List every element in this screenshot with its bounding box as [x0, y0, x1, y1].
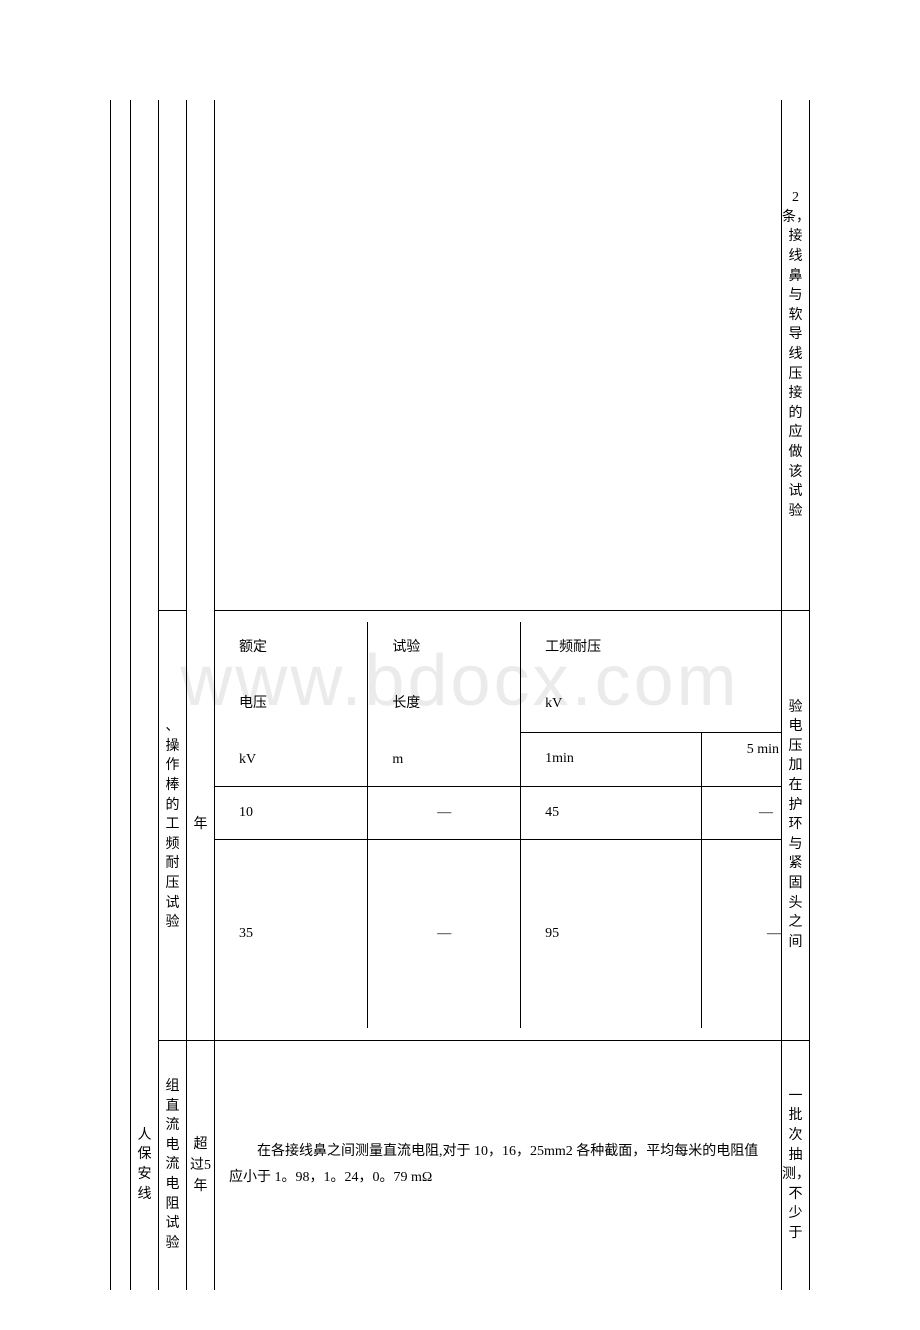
text-line: 试验 [392, 640, 420, 655]
cell-name [131, 100, 159, 610]
document-page: 2 条，接线鼻与软导线压接的应做该试验 、操作棒的工频耐压试验 年 [0, 0, 920, 1330]
header-5min: 5 min [702, 733, 781, 787]
table-row: 2 条，接线鼻与软导线压接的应做该试验 [111, 100, 810, 610]
table-row: 、操作棒的工频耐压试验 年 额定 电压 kV [111, 610, 810, 1040]
header-freq: 工频耐压 kV [521, 622, 781, 733]
text-line: kV [239, 752, 256, 767]
cell-item: 组直流电流电阻试验 [159, 1040, 187, 1290]
header-test-length: 试验 长度 m [368, 622, 521, 787]
data-cell: — [702, 787, 781, 840]
data-cell: — [368, 787, 521, 840]
data-cell: — [702, 840, 781, 1029]
table-row: 人保安线 组直流电流电阻试验 超过5 年 在各接线鼻之间测量直流电阻,对于 10… [111, 1040, 810, 1290]
cell-period: 超过5 年 [187, 1040, 215, 1290]
table-row: 35 — 95 — [215, 840, 781, 1029]
cell-index [111, 1040, 131, 1290]
header-rated-voltage: 额定 电压 kV [215, 622, 368, 787]
text-line: kV [545, 696, 562, 711]
cell-item [159, 100, 187, 610]
text-line: m [392, 752, 403, 767]
cell-note: 2 条，接线鼻与软导线压接的应做该试验 [782, 100, 810, 610]
cell-item: 、操作棒的工频耐压试验 [159, 610, 187, 1040]
inner-voltage-table: 额定 电压 kV 试验 长度 m 工频耐压 kV [215, 622, 781, 1028]
data-cell: 45 [521, 787, 702, 840]
cell-note: 一批次抽测，不少于 [782, 1040, 810, 1290]
data-cell: 95 [521, 840, 702, 1029]
text-line: 长度 [392, 696, 420, 711]
data-cell: 35 [215, 840, 368, 1029]
cell-index [111, 610, 131, 1040]
cell-note: 验电压加在护环与紧固头之间 [782, 610, 810, 1040]
cell-period [187, 100, 215, 610]
cell-name: 人保安线 [131, 1040, 159, 1290]
cell-name [131, 610, 159, 1040]
data-cell: 10 [215, 787, 368, 840]
main-table: 2 条，接线鼻与软导线压接的应做该试验 、操作棒的工频耐压试验 年 [110, 100, 810, 1290]
cell-period: 年 [187, 610, 215, 1040]
cell-requirement: 额定 电压 kV 试验 长度 m 工频耐压 kV [215, 610, 782, 1040]
requirement-text: 在各接线鼻之间测量直流电阻,对于 10，16，25mm2 各种截面，平均每米的电… [215, 1119, 781, 1212]
table-row: 10 — 45 — [215, 787, 781, 840]
text-line: 工频耐压 [545, 640, 601, 655]
header-1min: 1min [521, 733, 702, 787]
table-row: 额定 电压 kV 试验 长度 m 工频耐压 kV [215, 622, 781, 733]
cell-requirement [215, 100, 782, 610]
cell-index [111, 100, 131, 610]
text-line: 电压 [239, 696, 267, 711]
data-cell: — [368, 840, 521, 1029]
cell-requirement: 在各接线鼻之间测量直流电阻,对于 10，16，25mm2 各种截面，平均每米的电… [215, 1040, 782, 1290]
text-line: 额定 [239, 640, 267, 655]
